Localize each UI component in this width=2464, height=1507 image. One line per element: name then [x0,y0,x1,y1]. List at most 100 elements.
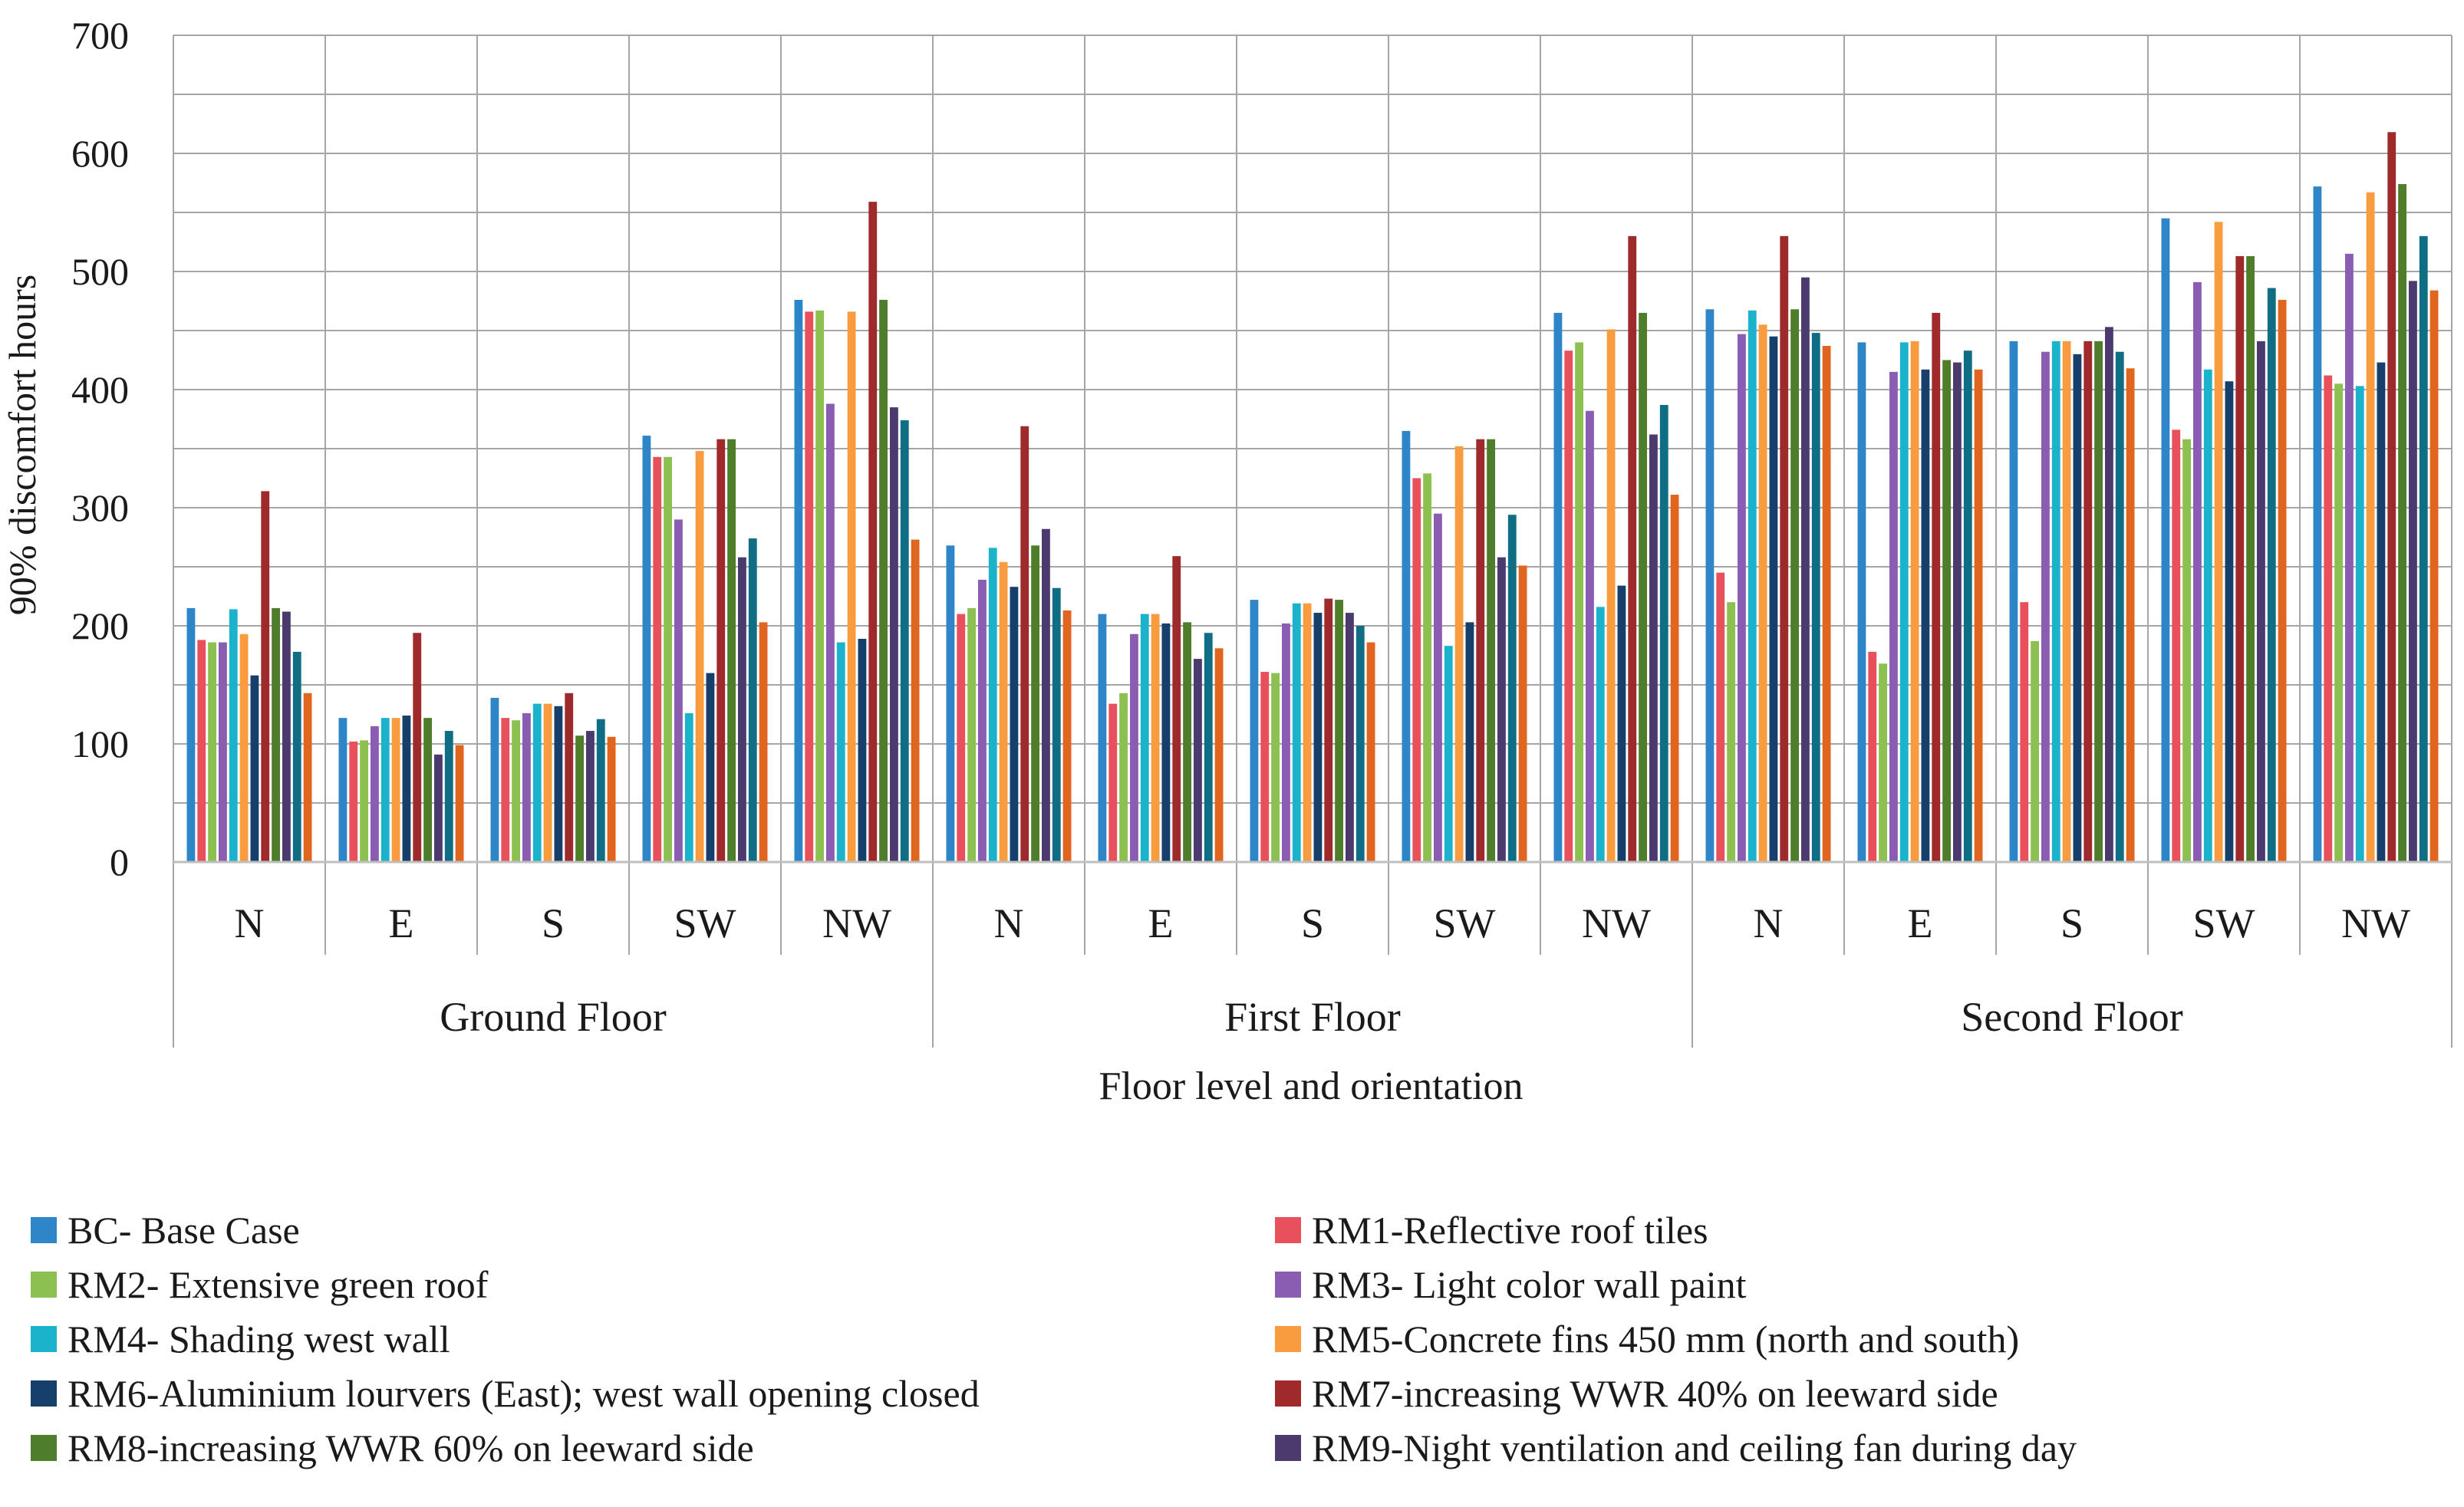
bar [674,519,683,862]
bar [738,557,746,862]
bar [2398,184,2406,863]
bar [1346,613,1354,862]
bar [2214,222,2223,862]
bar [208,642,216,862]
bar [1889,371,1898,862]
bar [1974,369,1983,862]
bar [1596,607,1605,862]
y-tick-label: 100 [71,722,129,765]
bar [2161,218,2170,862]
bar [197,640,206,862]
bar [455,745,464,862]
bar [2182,439,2191,862]
bar [1271,673,1280,862]
bar [349,741,358,862]
bar [1366,642,1375,862]
bar [2324,375,2333,862]
bar [413,633,422,862]
bar [1151,614,1160,862]
x-tick-label: N [994,900,1024,946]
bar [303,693,312,862]
bar [1879,663,1887,862]
bar [501,718,510,862]
bar [371,726,379,862]
bar [1822,346,1831,862]
bar [1857,342,1866,862]
bar [706,673,715,862]
bar [988,548,997,862]
legend-item: RM2- Extensive green roof [31,1262,488,1308]
bar [1670,495,1679,862]
bar [575,735,584,862]
legend-item: RM6-Aluminium lourvers (East); west wall… [31,1370,980,1417]
bar [1052,587,1061,862]
bar [1130,633,1138,862]
bar [1942,360,1951,862]
bar [1172,556,1181,862]
bar [423,718,432,862]
bar [1098,614,1107,862]
bar [2366,192,2375,862]
bar [2267,288,2276,862]
x-tick-label: E [389,900,414,946]
bar [1487,439,1495,862]
bar [1204,633,1213,862]
bar [2257,341,2265,862]
bar [2355,386,2364,862]
legend-label: RM8-increasing WWR 60% on leeward side [68,1426,754,1469]
bar [890,407,898,862]
bar [642,436,651,862]
bar [1649,434,1658,862]
bar [1303,603,1312,862]
bar [684,712,693,862]
bar [229,609,238,862]
bar [512,720,520,862]
bar [1507,515,1517,862]
bars [186,132,2439,863]
legend-swatch [31,1380,57,1407]
bar [1497,557,1506,862]
y-tick-label: 300 [71,486,129,529]
bar [1769,336,1778,862]
bar [2073,354,2082,862]
bar [338,718,348,862]
bar [1705,309,1715,862]
legend-item: RM7-increasing WWR 40% on leeward side [1275,1370,1998,1417]
bar [1575,342,1583,862]
bar [1260,672,1270,862]
bar [759,622,768,862]
legend-item: RM8-increasing WWR 60% on leeward side [31,1425,754,1471]
bar [1727,602,1735,862]
legend-item: RM1-Reflective roof tiles [1275,1207,1708,1253]
bar [2094,341,2103,862]
bar [653,456,662,862]
bar [2009,341,2018,862]
bar [1119,693,1128,862]
bar [1748,310,1757,862]
bar [1412,478,1421,862]
bar [2334,383,2343,862]
bar [1868,651,1877,862]
bar [2387,132,2396,862]
bar [1738,334,1746,862]
bar [911,539,920,862]
bar [695,451,704,862]
bar [1586,410,1594,862]
bar [2020,602,2029,862]
legend-label: RM6-Aluminium lourvers (East); west wall… [68,1372,980,1415]
x-tick-label: SW [674,900,736,946]
bar [1250,600,1259,862]
bar [1010,587,1019,862]
group-label: First Floor [1224,994,1401,1040]
bar [219,642,227,862]
legend-item: RM4- Shading west wall [31,1316,450,1362]
legend-swatch [1275,1326,1301,1352]
bar [727,439,736,862]
legend-item: RM9-Night ventilation and ceiling fan du… [1275,1425,2077,1471]
bar [1617,585,1626,862]
bar [1716,572,1725,862]
legend-item: RM3- Light color wall paint [1275,1262,1747,1308]
bar [1811,333,1820,863]
x-tick-label: S [2060,900,2084,946]
legend-swatch [31,1217,57,1243]
